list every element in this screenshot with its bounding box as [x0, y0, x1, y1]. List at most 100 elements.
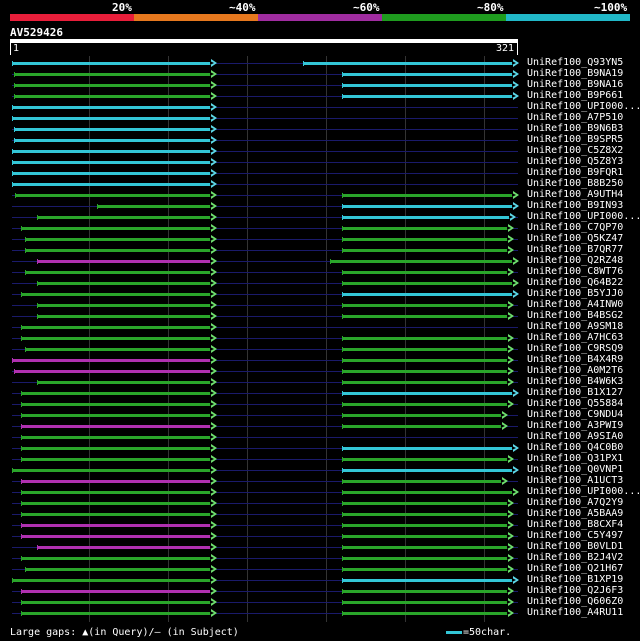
alignment-segment[interactable] [21, 612, 211, 615]
hit-name-link[interactable]: UniRef100_A7Q2Y9 [527, 497, 624, 508]
alignment-segment[interactable] [12, 469, 212, 472]
hit-name-link[interactable]: UniRef100_Q2RZ48 [527, 255, 624, 266]
hit-name-link[interactable]: UniRef100_Q64B22 [527, 277, 624, 288]
alignment-segment[interactable] [37, 381, 212, 384]
hit-row[interactable]: UniRef100_B1XP19 [0, 574, 640, 586]
alignment-segment[interactable] [342, 381, 509, 384]
hit-row[interactable]: UniRef100_A7P510 [0, 112, 640, 124]
hit-name-link[interactable]: UniRef100_B4X4R9 [527, 354, 624, 365]
alignment-segment[interactable] [342, 337, 509, 340]
hit-row[interactable]: UniRef100_Q93YN5 [0, 57, 640, 69]
hit-row[interactable]: UniRef100_Q0VNP1 [0, 464, 640, 476]
alignment-segment[interactable] [14, 139, 212, 142]
alignment-segment[interactable] [12, 161, 212, 164]
alignment-segment[interactable] [21, 557, 211, 560]
hit-row[interactable]: UniRef100_A3PWI9 [0, 420, 640, 432]
alignment-segment[interactable] [21, 601, 211, 604]
hit-name-link[interactable]: UniRef100_Q0VNP1 [527, 464, 624, 475]
hit-row[interactable]: UniRef100_UPI000... [0, 211, 640, 223]
alignment-segment[interactable] [21, 513, 211, 516]
hit-name-link[interactable]: UniRef100_B8B250 [527, 178, 624, 189]
hit-row[interactable]: UniRef100_B1X127 [0, 387, 640, 399]
alignment-segment[interactable] [342, 304, 509, 307]
hit-row[interactable]: UniRef100_Q55884 [0, 398, 640, 410]
alignment-segment[interactable] [21, 458, 211, 461]
hit-name-link[interactable]: UniRef100_C9RSQ9 [527, 343, 624, 354]
hit-row[interactable]: UniRef100_A9SM18 [0, 321, 640, 333]
alignment-segment[interactable] [342, 579, 514, 582]
hit-row[interactable]: UniRef100_B9SPR5 [0, 134, 640, 146]
hit-name-link[interactable]: UniRef100_C5Z8X2 [527, 145, 624, 156]
alignment-segment[interactable] [21, 491, 211, 494]
hit-name-link[interactable]: UniRef100_B9N6B3 [527, 123, 624, 134]
hit-name-link[interactable]: UniRef100_B9FQR1 [527, 167, 624, 178]
alignment-segment[interactable] [12, 183, 212, 186]
hit-name-link[interactable]: UniRef100_B0VLD1 [527, 541, 624, 552]
hit-row[interactable]: UniRef100_B9NA19 [0, 68, 640, 80]
alignment-segment[interactable] [37, 304, 212, 307]
alignment-segment[interactable] [342, 414, 502, 417]
hit-row[interactable]: UniRef100_B4BSG2 [0, 310, 640, 322]
alignment-segment[interactable] [21, 337, 211, 340]
hit-name-link[interactable]: UniRef100_Q93YN5 [527, 57, 624, 68]
hit-row[interactable]: UniRef100_B9IN93 [0, 200, 640, 212]
hit-name-link[interactable]: UniRef100_UPI000... [527, 211, 640, 222]
hit-row[interactable]: UniRef100_A1UCT3 [0, 475, 640, 487]
alignment-segment[interactable] [342, 535, 509, 538]
alignment-segment[interactable] [342, 216, 510, 219]
alignment-segment[interactable] [342, 370, 509, 373]
hit-name-link[interactable]: UniRef100_B9P661 [527, 90, 624, 101]
hit-name-link[interactable]: UniRef100_A9SM18 [527, 321, 624, 332]
hit-name-link[interactable]: UniRef100_Q5KZ47 [527, 233, 624, 244]
hit-row[interactable]: UniRef100_A4INW0 [0, 299, 640, 311]
hit-name-link[interactable]: UniRef100_C9NDU4 [527, 409, 624, 420]
alignment-segment[interactable] [12, 62, 212, 65]
hit-row[interactable]: UniRef100_UPI000... [0, 486, 640, 498]
alignment-segment[interactable] [342, 73, 514, 76]
hit-name-link[interactable]: UniRef100_B9NA19 [527, 68, 624, 79]
alignment-segment[interactable] [37, 260, 212, 263]
hit-row[interactable]: UniRef100_C5Y497 [0, 530, 640, 542]
hit-name-link[interactable]: UniRef100_C8WT76 [527, 266, 624, 277]
hit-row[interactable]: UniRef100_B4X4R9 [0, 354, 640, 366]
hit-row[interactable]: UniRef100_B0VLD1 [0, 541, 640, 553]
alignment-segment[interactable] [14, 95, 212, 98]
alignment-segment[interactable] [342, 480, 502, 483]
alignment-segment[interactable] [21, 524, 211, 527]
hit-row[interactable]: UniRef100_Q2J6F3 [0, 585, 640, 597]
hit-name-link[interactable]: UniRef100_B1XP19 [527, 574, 624, 585]
alignment-segment[interactable] [342, 546, 509, 549]
alignment-segment[interactable] [342, 249, 509, 252]
hit-row[interactable]: UniRef100_B8CXF4 [0, 519, 640, 531]
hit-name-link[interactable]: UniRef100_UPI000... [527, 486, 640, 497]
alignment-segment[interactable] [14, 128, 212, 131]
hit-row[interactable]: UniRef100_C9RSQ9 [0, 343, 640, 355]
hit-name-link[interactable]: UniRef100_A9UTH4 [527, 189, 624, 200]
alignment-segment[interactable] [12, 150, 212, 153]
alignment-segment[interactable] [14, 84, 212, 87]
hit-row[interactable]: UniRef100_Q5KZ47 [0, 233, 640, 245]
alignment-segment[interactable] [25, 249, 212, 252]
hit-name-link[interactable]: UniRef100_B4BSG2 [527, 310, 624, 321]
alignment-segment[interactable] [342, 205, 514, 208]
hit-name-link[interactable]: UniRef100_B9SPR5 [527, 134, 624, 145]
alignment-segment[interactable] [342, 194, 514, 197]
hit-name-link[interactable]: UniRef100_A5BAA9 [527, 508, 624, 519]
hit-name-link[interactable]: UniRef100_B1X127 [527, 387, 624, 398]
hit-name-link[interactable]: UniRef100_B2J4V2 [527, 552, 624, 563]
hit-row[interactable]: UniRef100_C5Z8X2 [0, 145, 640, 157]
hit-row[interactable]: UniRef100_A9UTH4 [0, 189, 640, 201]
hit-row[interactable]: UniRef100_B5YJJ0 [0, 288, 640, 300]
hit-row[interactable]: UniRef100_Q21H67 [0, 563, 640, 575]
hit-name-link[interactable]: UniRef100_B9NA16 [527, 79, 624, 90]
alignment-segment[interactable] [37, 546, 212, 549]
hit-row[interactable]: UniRef100_B7QR77 [0, 244, 640, 256]
hit-name-link[interactable]: UniRef100_Q31PX1 [527, 453, 624, 464]
hit-row[interactable]: UniRef100_A9SIA0 [0, 431, 640, 443]
alignment-segment[interactable] [342, 590, 509, 593]
alignment-segment[interactable] [97, 205, 212, 208]
hit-name-link[interactable]: UniRef100_A1UCT3 [527, 475, 624, 486]
alignment-segment[interactable] [21, 436, 211, 439]
hit-name-link[interactable]: UniRef100_B8CXF4 [527, 519, 624, 530]
hit-row[interactable]: UniRef100_B9FQR1 [0, 167, 640, 179]
